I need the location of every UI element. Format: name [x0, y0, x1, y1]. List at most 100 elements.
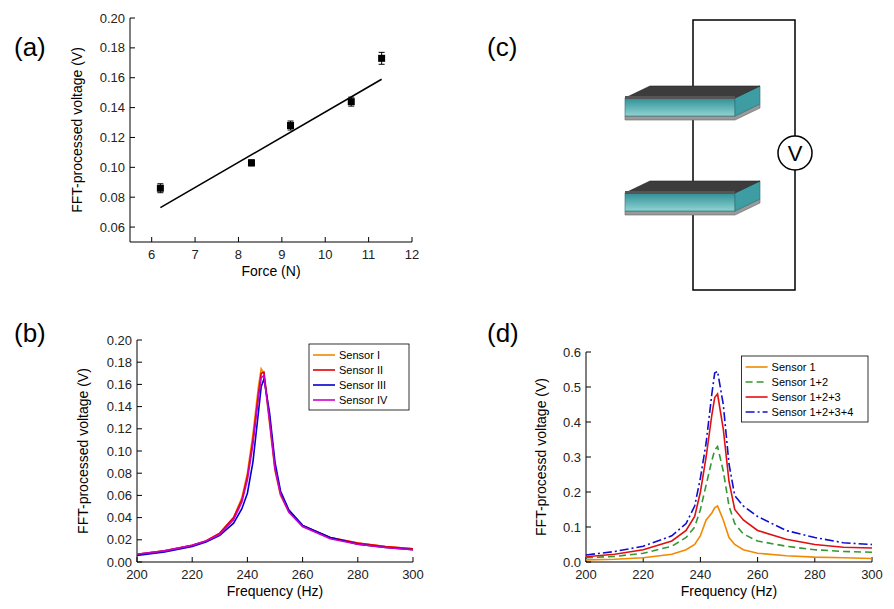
y-tick [137, 384, 142, 385]
x-tick [325, 237, 326, 242]
x-tick-label: 260 [747, 567, 769, 582]
top-electrode [625, 86, 760, 98]
x-tick [192, 557, 193, 562]
y-tick [586, 387, 591, 388]
x-tick-label: 7 [191, 247, 198, 262]
point [378, 55, 385, 62]
x-tick [238, 237, 239, 242]
y-tick-label: 0.04 [107, 510, 132, 525]
y-tick-label: 0.16 [100, 70, 125, 85]
y-axis-title: FFT-processed voltage (V) [75, 368, 91, 534]
x-tick [302, 557, 303, 562]
series-line [137, 376, 413, 555]
legend-swatch [746, 396, 768, 398]
sensor [625, 181, 760, 215]
x-tick [151, 237, 152, 242]
y-tick-label: 0.2 [563, 485, 581, 500]
y-tick [137, 562, 142, 563]
panel-label: (a) [14, 32, 46, 62]
y-tick [137, 340, 142, 341]
body-front [625, 98, 735, 116]
legend-box [742, 356, 868, 422]
y-tick [586, 422, 591, 423]
y-tick-label: 0.0 [563, 555, 581, 570]
x-tick-label: 280 [347, 567, 369, 582]
y-tick-label: 0.18 [100, 40, 125, 55]
series-line [137, 372, 413, 554]
y-tick-label: 0.20 [100, 11, 125, 26]
y-tick [586, 527, 591, 528]
y-tick [130, 227, 135, 228]
x-tick-label: 280 [804, 567, 826, 582]
y-tick [130, 197, 135, 198]
error-cap [379, 52, 385, 53]
panel-label: (d) [487, 318, 519, 348]
legend-label: Sensor IV [339, 394, 388, 406]
y-tick [137, 473, 142, 474]
point [157, 185, 164, 192]
panel-1: (b)2002202402602803000.000.020.040.060.0… [14, 318, 424, 599]
error-cap [288, 121, 294, 122]
y-tick [586, 492, 591, 493]
x-axis-title: Frequency (Hz) [227, 583, 323, 599]
y-tick-label: 0.12 [100, 130, 125, 145]
legend-swatch [746, 411, 768, 413]
body-front [625, 193, 735, 211]
voltmeter-label: V [788, 141, 803, 166]
legend: Sensor ISensor IISensor IIISensor IV [309, 344, 409, 410]
voltmeter [778, 136, 812, 170]
y-tick-label: 0.4 [563, 415, 581, 430]
x-tick-label: 11 [362, 247, 376, 262]
y-tick [137, 451, 142, 452]
panel-2: (d)2002202402602803000.00.10.20.30.40.50… [487, 318, 883, 599]
y-tick-label: 0.08 [100, 190, 125, 205]
y-tick [586, 562, 591, 563]
legend-swatch [313, 354, 335, 356]
x-tick [357, 557, 358, 562]
x-tick-label: 6 [148, 247, 155, 262]
y-tick [137, 539, 142, 540]
y-tick-label: 0.02 [107, 532, 132, 547]
x-tick [368, 237, 369, 242]
panel-label: (b) [14, 318, 46, 348]
y-tick-label: 0.10 [100, 160, 125, 175]
error-cap [348, 106, 354, 107]
y-tick [130, 77, 135, 78]
x-tick [195, 237, 196, 242]
x-tick-label: 9 [278, 247, 285, 262]
legend-label: Sensor I [339, 349, 380, 361]
legend-swatch [313, 369, 335, 371]
y-tick-label: 0.3 [563, 450, 581, 465]
x-tick [137, 557, 138, 562]
error-cap [157, 192, 163, 193]
y-axis-title: FFT-processed voltage (V) [69, 47, 85, 213]
legend-swatch [746, 366, 768, 368]
y-tick-label: 0.14 [107, 399, 132, 414]
y-tick [586, 352, 591, 353]
y-tick [137, 406, 142, 407]
x-tick-label: 220 [181, 567, 203, 582]
marks [157, 52, 385, 207]
y-tick [130, 137, 135, 138]
series-line [160, 79, 381, 207]
error-bar [379, 52, 385, 64]
y-tick-label: 0.18 [107, 355, 132, 370]
y-tick [586, 457, 591, 458]
x-tick-label: 240 [237, 567, 259, 582]
legend: Sensor 1Sensor 1+2Sensor 1+2+3Sensor 1+2… [742, 356, 868, 422]
error-cap [379, 64, 385, 65]
x-axis-title: Frequency (Hz) [681, 583, 777, 599]
y-axis [130, 18, 131, 242]
x-tick [700, 557, 701, 562]
x-tick [247, 557, 248, 562]
y-tick-label: 0.06 [100, 220, 125, 235]
y-axis-title: FFT-processd voltage (V) [533, 378, 549, 536]
wire [692, 118, 694, 189]
legend-label: Sensor 1+2 [772, 376, 829, 388]
x-tick [281, 237, 282, 242]
y-tick-label: 0.6 [563, 345, 581, 360]
y-tick-label: 0.20 [107, 333, 132, 348]
panel-0: (a)67891011120.060.080.100.120.140.160.1… [14, 11, 419, 280]
sensor [625, 86, 760, 120]
x-axis [137, 562, 413, 563]
